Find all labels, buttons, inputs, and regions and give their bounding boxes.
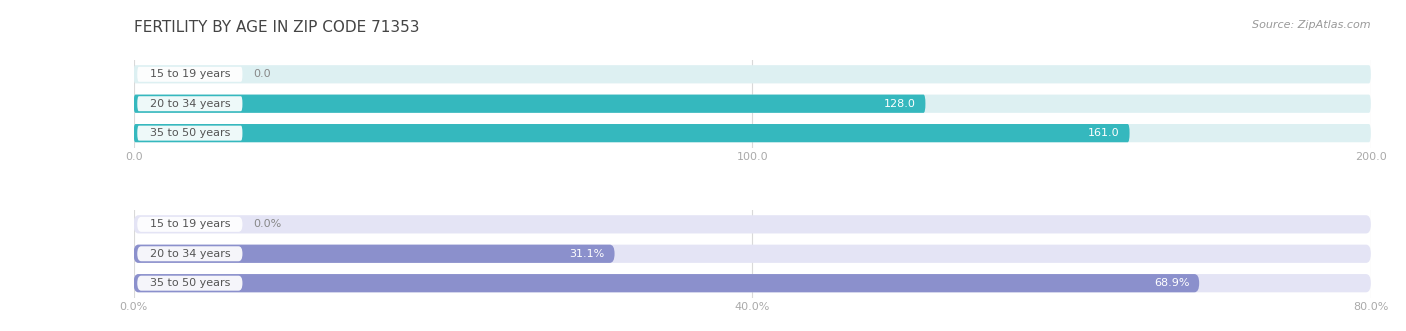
Text: 35 to 50 years: 35 to 50 years: [149, 278, 231, 288]
FancyBboxPatch shape: [134, 124, 1371, 142]
FancyBboxPatch shape: [138, 96, 242, 111]
FancyBboxPatch shape: [138, 246, 242, 261]
Text: 15 to 19 years: 15 to 19 years: [149, 219, 231, 229]
FancyBboxPatch shape: [134, 65, 1371, 83]
FancyBboxPatch shape: [134, 215, 1371, 233]
Text: 68.9%: 68.9%: [1154, 278, 1189, 288]
Text: 31.1%: 31.1%: [569, 249, 605, 259]
Text: FERTILITY BY AGE IN ZIP CODE 71353: FERTILITY BY AGE IN ZIP CODE 71353: [134, 20, 419, 35]
Text: 35 to 50 years: 35 to 50 years: [149, 128, 231, 138]
FancyBboxPatch shape: [138, 217, 242, 232]
Text: 20 to 34 years: 20 to 34 years: [149, 99, 231, 109]
FancyBboxPatch shape: [134, 124, 1129, 142]
Text: 0.0: 0.0: [253, 69, 271, 79]
Text: 128.0: 128.0: [883, 99, 915, 109]
FancyBboxPatch shape: [134, 95, 1371, 113]
FancyBboxPatch shape: [134, 245, 1371, 263]
FancyBboxPatch shape: [134, 95, 925, 113]
Text: 0.0%: 0.0%: [253, 219, 281, 229]
FancyBboxPatch shape: [134, 274, 1199, 292]
FancyBboxPatch shape: [138, 126, 242, 141]
Text: 161.0: 161.0: [1088, 128, 1119, 138]
FancyBboxPatch shape: [134, 274, 1371, 292]
Text: Source: ZipAtlas.com: Source: ZipAtlas.com: [1253, 20, 1371, 30]
FancyBboxPatch shape: [138, 67, 242, 82]
Text: 15 to 19 years: 15 to 19 years: [149, 69, 231, 79]
Text: 20 to 34 years: 20 to 34 years: [149, 249, 231, 259]
FancyBboxPatch shape: [134, 245, 614, 263]
FancyBboxPatch shape: [138, 276, 242, 291]
